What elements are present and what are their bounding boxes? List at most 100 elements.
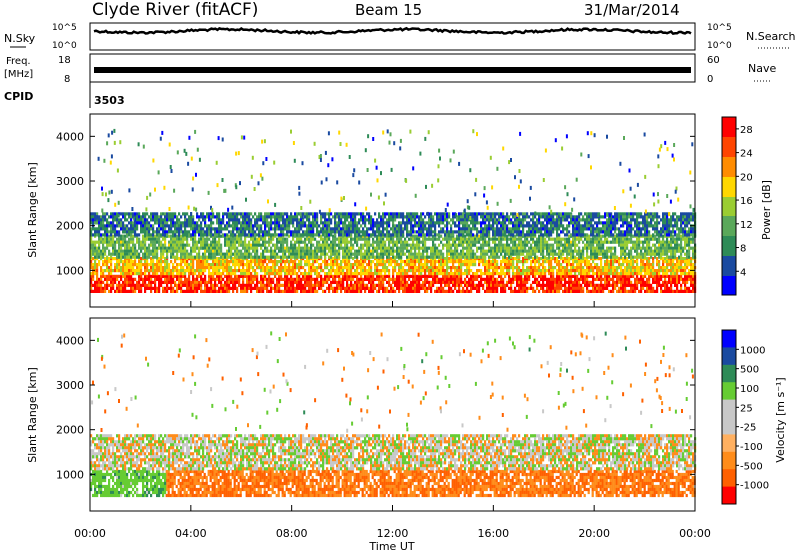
power-cell: [152, 246, 155, 250]
power-cell: [490, 274, 493, 278]
power-cell: [646, 257, 649, 261]
power-cell: [122, 240, 125, 244]
power-cell: [286, 280, 289, 284]
power-cell: [256, 266, 259, 270]
power-cell: [382, 240, 385, 244]
power-cell: [310, 237, 313, 241]
power-cell: [172, 289, 175, 293]
power-cell: [244, 263, 247, 267]
power-cell: [652, 280, 655, 284]
power-cell: [522, 246, 525, 250]
power-cell: [522, 272, 525, 276]
power-cell: [592, 272, 595, 276]
power-cell: [478, 274, 481, 278]
power-cell: [388, 246, 391, 250]
power-cell: [180, 269, 183, 273]
power-cell: [182, 249, 185, 253]
power-cell: [574, 289, 577, 293]
power-cell: [678, 280, 681, 284]
power-cell: [138, 252, 141, 256]
power-cell: [640, 283, 643, 287]
power-cell: [110, 260, 113, 264]
power-cell: [104, 246, 107, 250]
power-cell: [418, 274, 421, 278]
power-cell: [212, 274, 215, 278]
power-cell: [626, 283, 629, 287]
power-cell: [424, 283, 427, 287]
power-cell: [664, 286, 667, 290]
power-cell: [436, 260, 439, 264]
power-cell: [650, 246, 653, 250]
power-cell: [400, 280, 403, 284]
power-cell: [406, 283, 409, 287]
power-cell: [240, 237, 243, 241]
power-cell: [164, 263, 167, 267]
power-cell: [372, 237, 375, 241]
power-cell: [368, 263, 371, 267]
power-cell: [184, 260, 187, 264]
power-cell: [594, 240, 597, 244]
power-cell: [106, 266, 109, 270]
power-cell: [280, 289, 283, 293]
power-cell: [374, 266, 377, 270]
power-cell: [226, 269, 229, 273]
power-cell: [104, 277, 107, 281]
power-cell: [632, 266, 635, 270]
power-cell: [126, 283, 129, 287]
power-cell: [634, 266, 637, 270]
power-cell: [268, 274, 271, 278]
power-cell: [332, 269, 335, 273]
power-cell: [574, 260, 577, 264]
power-cell: [374, 283, 377, 287]
power-cell: [570, 243, 573, 247]
power-cell: [176, 289, 179, 293]
power-cell: [212, 283, 215, 287]
power-cell: [672, 272, 675, 276]
power-cell: [382, 289, 385, 293]
power-cell: [502, 246, 505, 250]
power-cell: [680, 255, 683, 259]
power-cell: [288, 289, 291, 293]
power-cell: [264, 243, 267, 247]
power-cell: [142, 243, 145, 247]
power-cell: [584, 237, 587, 241]
power-cell: [284, 252, 287, 256]
power-cell: [312, 249, 315, 253]
power-cell: [460, 280, 463, 284]
power-cell: [230, 274, 233, 278]
power-cell: [488, 274, 491, 278]
power-cell: [108, 237, 111, 241]
power-cell: [334, 246, 337, 250]
power-cell: [548, 283, 551, 287]
power-cell: [664, 272, 667, 276]
power-cell: [674, 283, 677, 287]
power-cell: [662, 283, 665, 287]
power-cell: [540, 272, 543, 276]
power-cell: [556, 263, 559, 267]
power-cell: [106, 286, 109, 290]
power-cell: [674, 243, 677, 247]
power-cell: [202, 243, 205, 247]
power-cell: [598, 249, 601, 253]
power-cell: [250, 243, 253, 247]
power-cell: [570, 280, 573, 284]
power-cell: [206, 240, 209, 244]
power-cell: [400, 286, 403, 290]
power-cell: [288, 277, 291, 281]
power-cell: [366, 243, 369, 247]
power-cell: [340, 243, 343, 247]
power-cell: [684, 243, 687, 247]
power-cell: [426, 260, 429, 264]
power-cell: [354, 289, 357, 293]
power-cell: [290, 274, 293, 278]
power-cell: [230, 266, 233, 270]
power-cell: [136, 249, 139, 253]
power-cell: [408, 243, 411, 247]
power-cell: [252, 274, 255, 278]
power-cell: [154, 289, 157, 293]
power-cell: [306, 263, 309, 267]
power-cell: [108, 257, 111, 261]
power-cell: [568, 249, 571, 253]
power-cell: [212, 277, 215, 281]
power-cell: [668, 243, 671, 247]
